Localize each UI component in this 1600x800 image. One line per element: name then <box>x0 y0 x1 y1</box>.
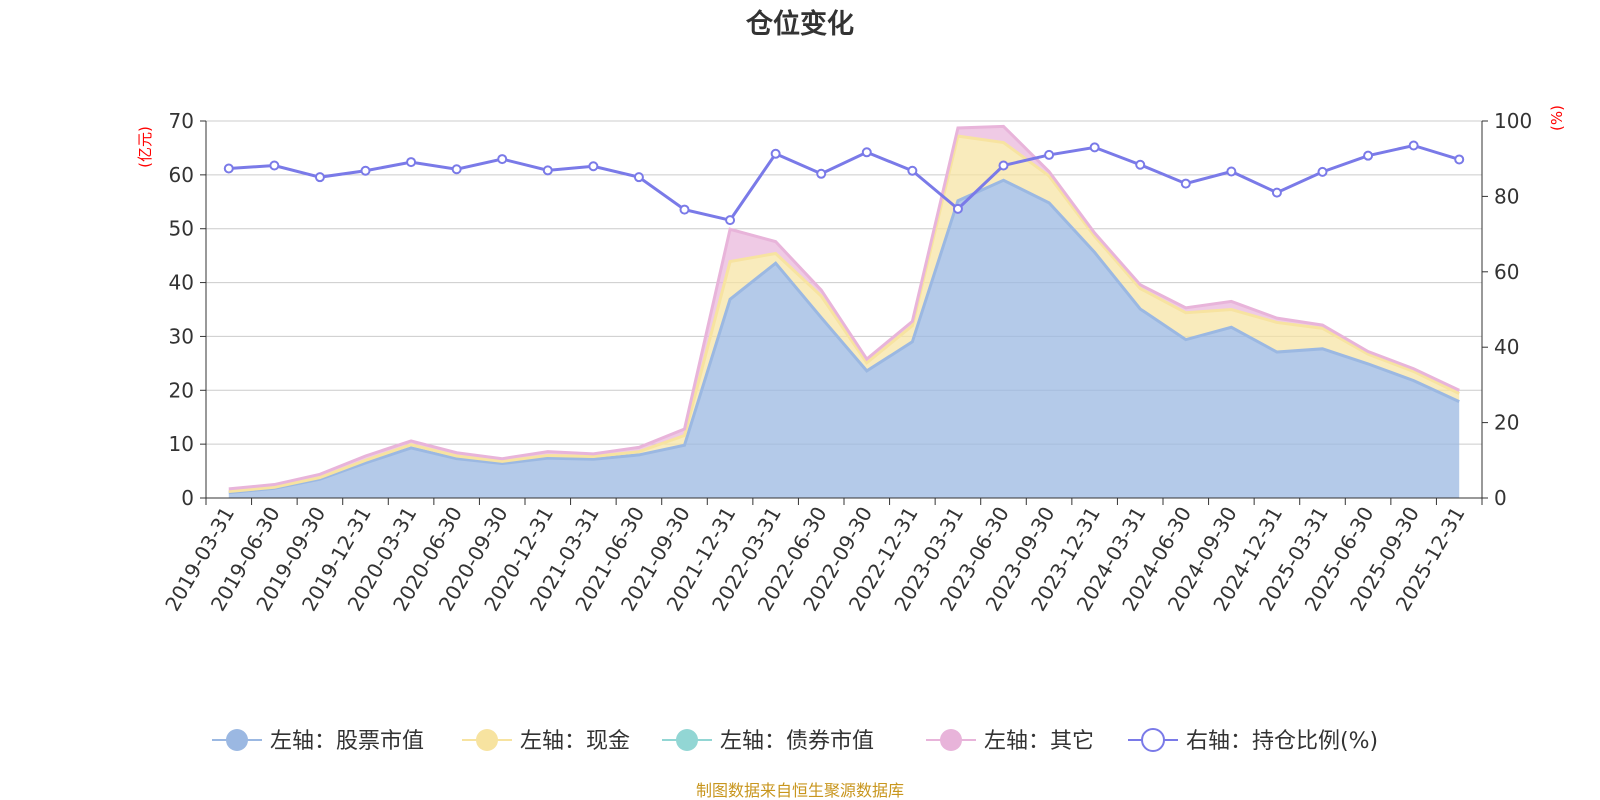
ratio-point <box>1271 187 1282 198</box>
legend-swatch-marker <box>940 729 962 751</box>
area-series <box>228 124 1460 499</box>
ratio-point <box>725 215 736 226</box>
ratio-point <box>861 147 872 158</box>
ratio-point <box>679 204 690 215</box>
ratio-point <box>314 172 325 183</box>
ratio-point <box>1180 178 1191 189</box>
area-line-other <box>228 124 1460 491</box>
ratio-point <box>223 163 234 174</box>
left-axis-tick-label: 40 <box>169 271 194 295</box>
legend-item-stock: 左轴：股票市值 <box>212 729 424 754</box>
ratio-point <box>1226 166 1237 177</box>
ratio-point <box>816 168 827 179</box>
ratio-point <box>1089 142 1100 153</box>
ratio-point <box>770 148 781 159</box>
legend-item-other: 左轴：其它 <box>926 729 1094 754</box>
right-axis-tick-label: 100 <box>1494 109 1532 133</box>
legend-item-bond: 左轴：债券市值 <box>662 729 874 754</box>
area-other <box>228 126 1460 492</box>
ratio-point <box>1408 140 1419 151</box>
legend-item-cash: 左轴：现金 <box>462 729 630 754</box>
ratio-point <box>542 165 553 176</box>
ratio-point <box>406 157 417 168</box>
legend-label: 左轴：现金 <box>520 729 630 754</box>
chart-title: 仓位变化 <box>745 8 854 40</box>
legend-label: 右轴：持仓比例(%) <box>1186 729 1378 754</box>
ratio-point <box>1317 166 1328 177</box>
legend-swatch-marker <box>1141 728 1165 752</box>
legend-swatch-marker <box>676 729 698 751</box>
right-axis-tick-label: 20 <box>1494 411 1519 435</box>
legend-swatch-marker <box>226 729 248 751</box>
legend-swatch-marker <box>476 729 498 751</box>
legend-label: 左轴：股票市值 <box>270 729 424 754</box>
right-axis-tick-label: 80 <box>1494 184 1519 208</box>
left-axis-tick-label: 20 <box>169 378 194 402</box>
ratio-point <box>907 165 918 176</box>
ratio-point <box>998 160 1009 171</box>
ratio-point <box>1363 150 1374 161</box>
ratio-point <box>952 203 963 214</box>
ratio-point <box>451 164 462 175</box>
right-axis-tick-label: 40 <box>1494 335 1519 359</box>
area-cash <box>228 136 1460 493</box>
ratio-point <box>1454 154 1465 165</box>
ratio-point <box>588 161 599 172</box>
ratio-point <box>633 172 644 183</box>
left-axis-tick-label: 10 <box>169 432 194 456</box>
area-stock <box>228 180 1460 499</box>
source-note: 制图数据来自恒生聚源数据库 <box>696 781 904 800</box>
legend-label: 左轴：债券市值 <box>720 729 874 754</box>
ratio-line <box>228 143 1460 222</box>
left-axis-unit: (亿元) <box>136 126 154 168</box>
left-axis-tick-label: 0 <box>181 486 194 510</box>
right-axis-tick-label: 0 <box>1494 486 1507 510</box>
ratio-point <box>360 165 371 176</box>
ratio-line-series <box>223 140 1465 226</box>
ratio-point <box>1044 149 1055 160</box>
legend: 左轴：股票市值 左轴：现金 左轴：债券市值 左轴：其它 右轴：持仓比例(%) <box>212 728 1378 754</box>
ratio-point <box>497 154 508 165</box>
left-axis-tick-label: 50 <box>169 217 194 241</box>
left-axis-tick-label: 30 <box>169 324 194 348</box>
area-line-stock <box>228 178 1460 495</box>
area-line-cash <box>228 134 1460 494</box>
left-axis-tick-label: 70 <box>169 109 194 133</box>
right-axis-tick-label: 60 <box>1494 260 1519 284</box>
left-axis-tick-label: 60 <box>169 163 194 187</box>
ratio-point <box>1135 159 1146 170</box>
legend-label: 左轴：其它 <box>984 729 1094 754</box>
legend-item-ratio: 右轴：持仓比例(%) <box>1128 728 1378 754</box>
right-axis-unit: (%) <box>1548 105 1566 131</box>
ratio-point <box>269 160 280 171</box>
